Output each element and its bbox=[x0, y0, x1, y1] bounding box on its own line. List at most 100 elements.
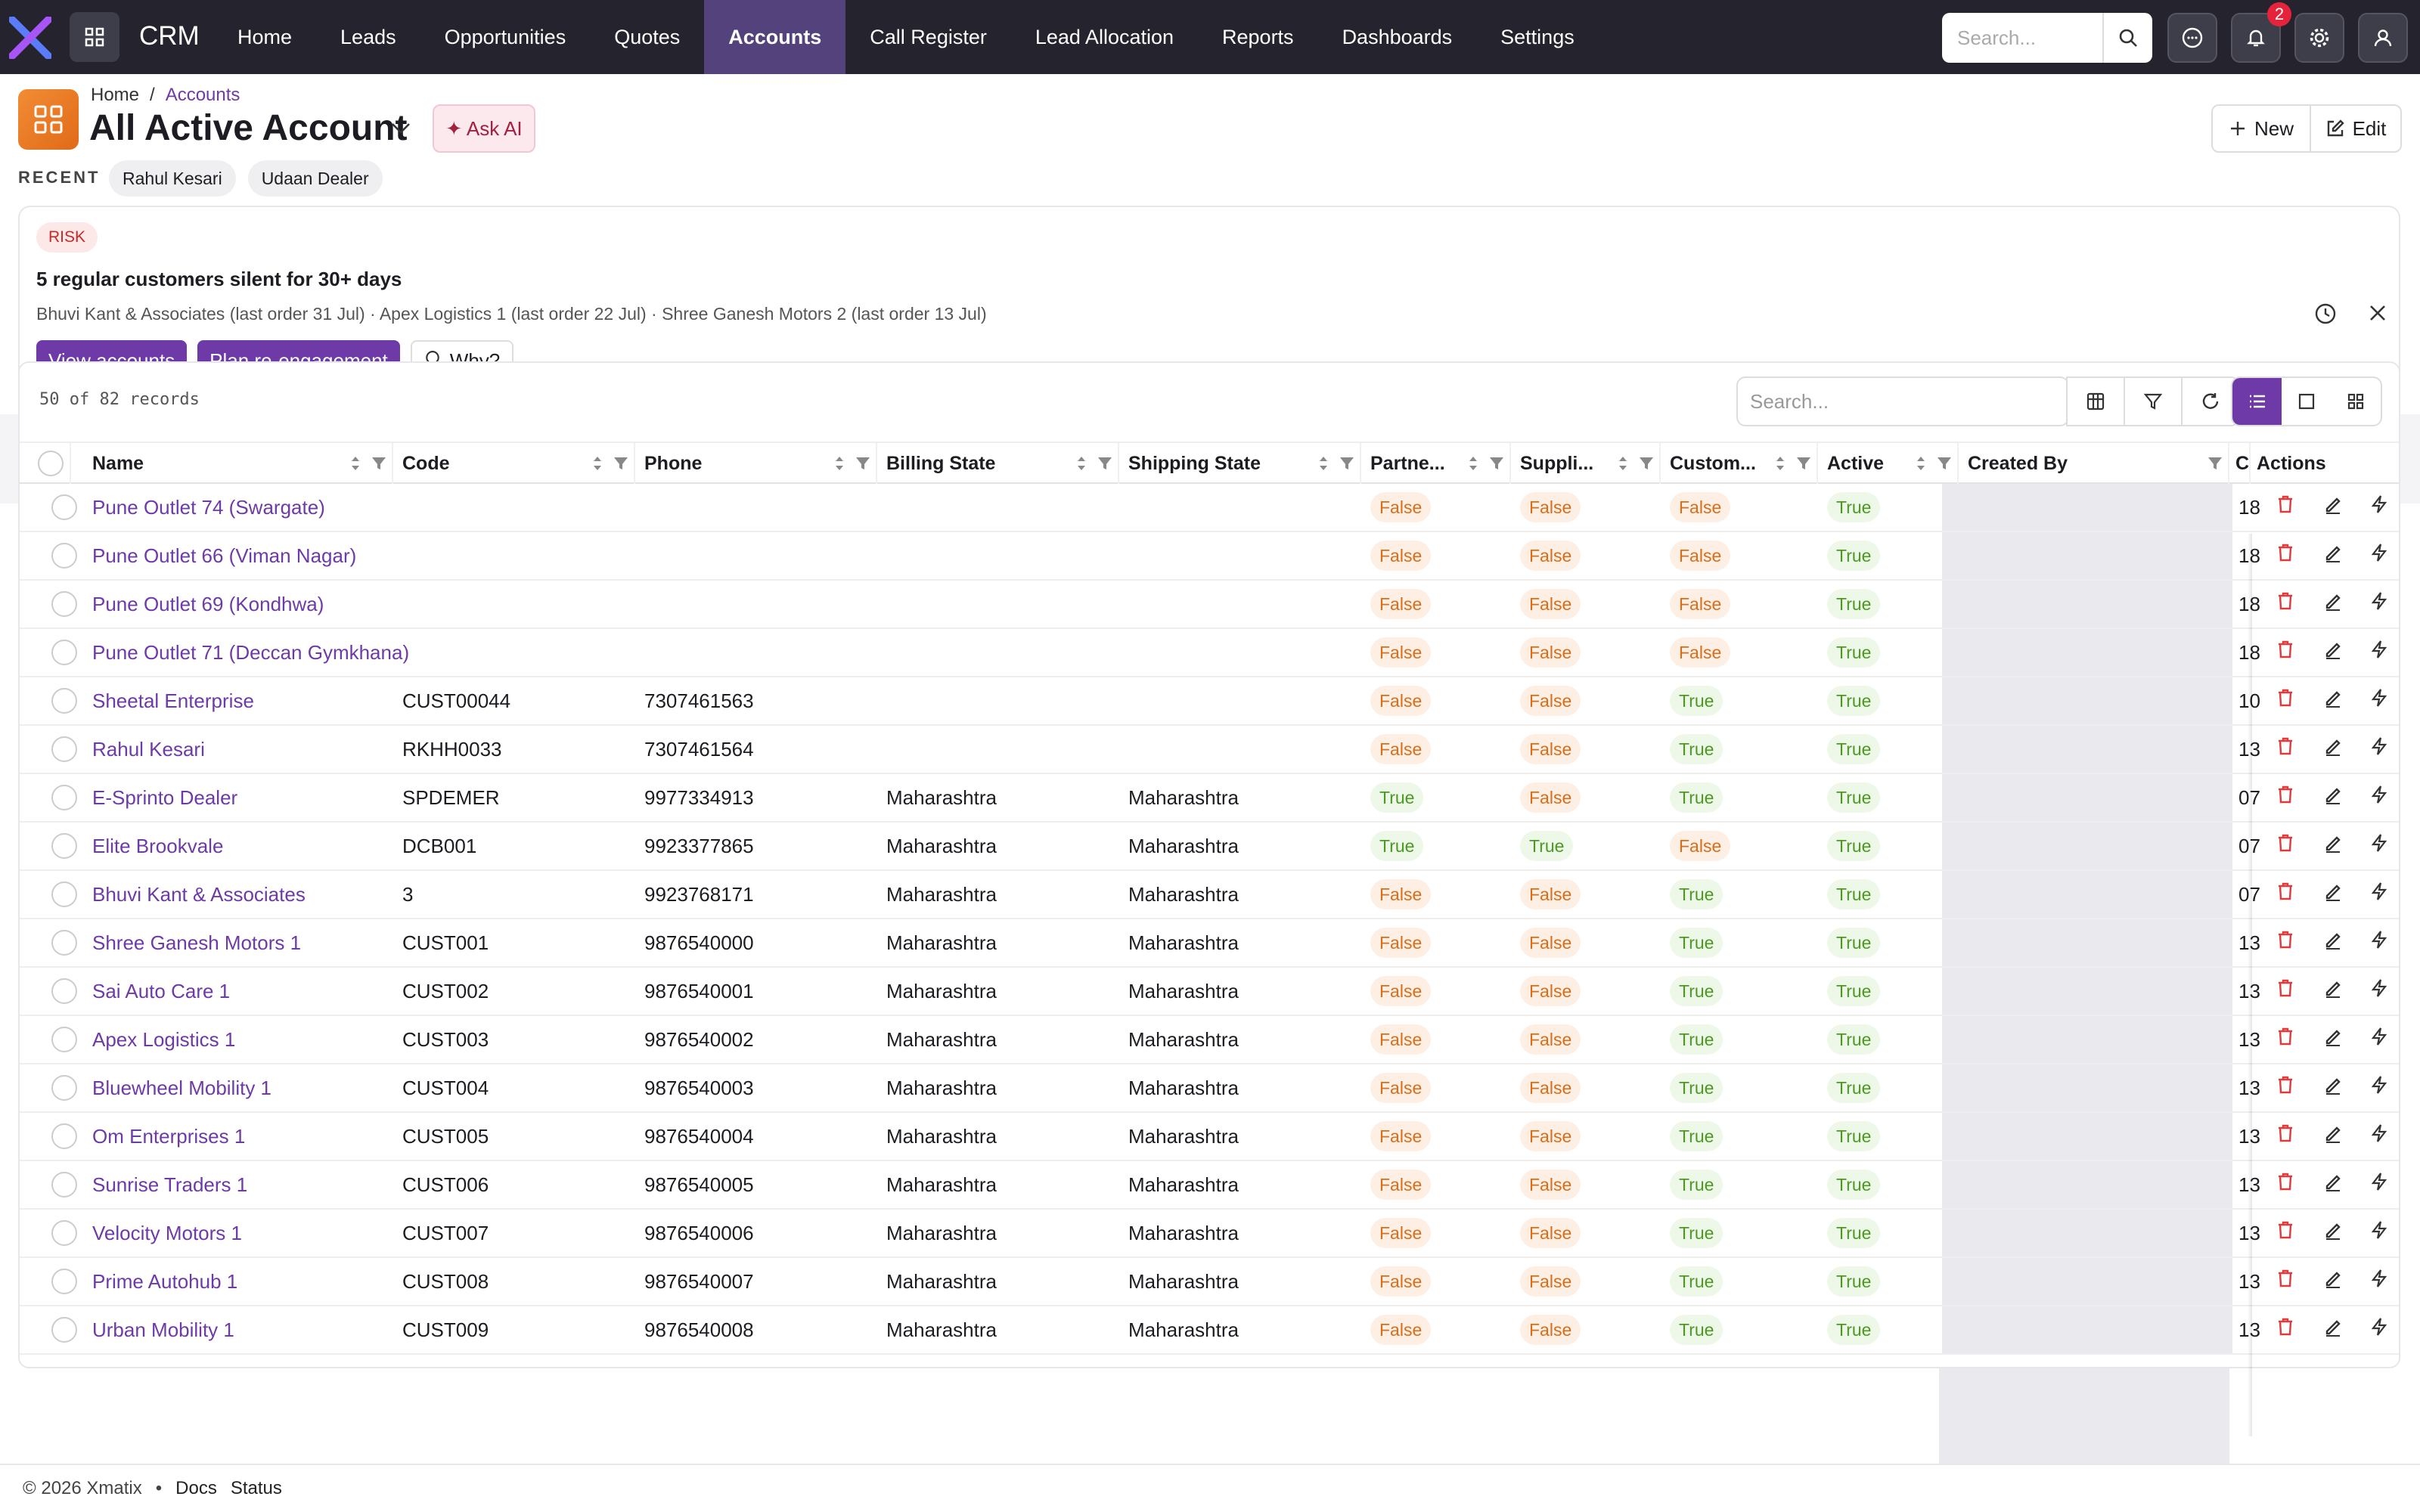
delete-icon[interactable] bbox=[2276, 1075, 2294, 1095]
profile-button[interactable] bbox=[2358, 13, 2408, 63]
name-cell[interactable]: Velocity Motors 1 bbox=[92, 1221, 242, 1244]
edit-icon[interactable] bbox=[2323, 640, 2343, 659]
lightning-icon[interactable] bbox=[2370, 591, 2388, 611]
lightning-icon[interactable] bbox=[2370, 1027, 2388, 1046]
filter-icon[interactable] bbox=[1795, 455, 1812, 472]
name-cell[interactable]: Sheetal Enterprise bbox=[92, 689, 254, 712]
name-cell[interactable]: Pune Outlet 74 (Swargate) bbox=[92, 495, 325, 519]
name-cell[interactable]: E-Sprinto Dealer bbox=[92, 785, 238, 809]
table-row[interactable]: Elite Brookvale DCB001 9923377865 Maharasht… bbox=[20, 823, 2399, 871]
col-code[interactable]: Code bbox=[395, 443, 635, 484]
sort-icon[interactable] bbox=[1915, 454, 1927, 473]
edit-icon[interactable] bbox=[2323, 736, 2343, 756]
sort-icon[interactable] bbox=[1467, 454, 1479, 473]
delete-icon[interactable] bbox=[2276, 543, 2294, 562]
nav-lead-allocation[interactable]: Lead Allocation bbox=[1035, 25, 1174, 48]
edit-icon[interactable] bbox=[2323, 688, 2343, 708]
row-checkbox[interactable] bbox=[51, 543, 77, 569]
card-view-button[interactable] bbox=[2282, 378, 2331, 425]
edit-icon[interactable] bbox=[2323, 494, 2343, 514]
row-checkbox[interactable] bbox=[51, 930, 77, 956]
row-checkbox[interactable] bbox=[51, 688, 77, 714]
new-button[interactable]: New bbox=[2213, 106, 2311, 151]
filter-icon[interactable] bbox=[613, 455, 629, 472]
nav-call-register[interactable]: Call Register bbox=[870, 25, 987, 48]
lightning-icon[interactable] bbox=[2370, 640, 2388, 659]
sort-icon[interactable] bbox=[1317, 454, 1329, 473]
delete-icon[interactable] bbox=[2276, 494, 2294, 514]
lightning-icon[interactable] bbox=[2370, 494, 2388, 514]
delete-icon[interactable] bbox=[2276, 1317, 2294, 1337]
edit-icon[interactable] bbox=[2323, 833, 2343, 853]
sort-icon[interactable] bbox=[349, 454, 361, 473]
nav-opportunities[interactable]: Opportunities bbox=[444, 25, 566, 48]
lightning-icon[interactable] bbox=[2370, 881, 2388, 901]
sort-icon[interactable] bbox=[1617, 454, 1629, 473]
name-cell[interactable]: Bluewheel Mobility 1 bbox=[92, 1076, 272, 1099]
nav-quotes[interactable]: Quotes bbox=[614, 25, 681, 48]
table-row[interactable]: Apex Logistics 1 CUST003 9876540002 Maharas… bbox=[20, 1016, 2399, 1064]
filter-icon[interactable] bbox=[2207, 455, 2223, 472]
breadcrumb-accounts[interactable]: Accounts bbox=[165, 85, 240, 105]
delete-icon[interactable] bbox=[2276, 591, 2294, 611]
lightning-icon[interactable] bbox=[2370, 833, 2388, 853]
row-checkbox[interactable] bbox=[51, 978, 77, 1004]
lightning-icon[interactable] bbox=[2370, 1220, 2388, 1240]
name-cell[interactable]: Om Enterprises 1 bbox=[92, 1124, 246, 1148]
name-cell[interactable]: Pune Outlet 71 (Deccan Gymkhana) bbox=[92, 640, 410, 664]
col-partner[interactable]: Partne... bbox=[1363, 443, 1511, 484]
edit-icon[interactable] bbox=[2323, 785, 2343, 804]
col-active[interactable]: Active bbox=[1820, 443, 1959, 484]
grid-view-button[interactable] bbox=[2332, 378, 2381, 425]
delete-icon[interactable] bbox=[2276, 881, 2294, 901]
filter-icon[interactable] bbox=[1638, 455, 1655, 472]
row-checkbox[interactable] bbox=[51, 591, 77, 617]
table-row[interactable]: E-Sprinto Dealer SPDEMER 9977334913 Maharas… bbox=[20, 774, 2399, 823]
col-phone[interactable]: Phone bbox=[637, 443, 877, 484]
global-search-button[interactable] bbox=[2102, 13, 2152, 63]
lightning-icon[interactable] bbox=[2370, 1317, 2388, 1337]
edit-icon[interactable] bbox=[2323, 881, 2343, 901]
dismiss-close-icon[interactable] bbox=[2367, 302, 2388, 324]
nav-leads[interactable]: Leads bbox=[340, 25, 396, 48]
refresh-button[interactable] bbox=[2181, 378, 2238, 425]
filter-icon[interactable] bbox=[1097, 455, 1113, 472]
name-cell[interactable]: Urban Mobility 1 bbox=[92, 1318, 234, 1341]
recent-chip[interactable]: Udaan Dealer bbox=[247, 160, 383, 197]
settings-button[interactable] bbox=[2294, 13, 2344, 63]
footer-status-link[interactable]: Status bbox=[230, 1478, 282, 1498]
row-checkbox[interactable] bbox=[51, 1220, 77, 1246]
row-checkbox[interactable] bbox=[51, 1075, 77, 1101]
delete-icon[interactable] bbox=[2276, 978, 2294, 998]
filter-icon[interactable] bbox=[1339, 455, 1355, 472]
filter-button[interactable] bbox=[2124, 378, 2181, 425]
lightning-icon[interactable] bbox=[2370, 1269, 2388, 1288]
lightning-icon[interactable] bbox=[2370, 1172, 2388, 1191]
recent-chip[interactable]: Rahul Kesari bbox=[109, 160, 236, 197]
notifications-button[interactable]: 2 bbox=[2231, 2, 2291, 63]
edit-icon[interactable] bbox=[2323, 1123, 2343, 1143]
row-checkbox[interactable] bbox=[51, 1027, 77, 1052]
edit-icon[interactable] bbox=[2323, 930, 2343, 950]
delete-icon[interactable] bbox=[2276, 1172, 2294, 1191]
row-checkbox[interactable] bbox=[51, 785, 77, 810]
global-search-input[interactable] bbox=[1942, 13, 2102, 63]
name-cell[interactable]: Pune Outlet 66 (Viman Nagar) bbox=[92, 544, 357, 567]
delete-icon[interactable] bbox=[2276, 1269, 2294, 1288]
table-row[interactable]: Rahul Kesari RKHH0033 7307461564 False False… bbox=[20, 726, 2399, 774]
row-checkbox[interactable] bbox=[51, 833, 77, 859]
delete-icon[interactable] bbox=[2276, 736, 2294, 756]
filter-icon[interactable] bbox=[1936, 455, 1953, 472]
edit-icon[interactable] bbox=[2323, 1172, 2343, 1191]
table-row[interactable]: Sai Auto Care 1 CUST002 9876540001 Maharash… bbox=[20, 968, 2399, 1016]
row-checkbox[interactable] bbox=[51, 1269, 77, 1294]
table-row[interactable]: Urban Mobility 1 CUST009 9876540008 Maharas… bbox=[20, 1306, 2399, 1355]
edit-icon[interactable] bbox=[2323, 1027, 2343, 1046]
col-customer[interactable]: Custom... bbox=[1662, 443, 1818, 484]
edit-icon[interactable] bbox=[2323, 1075, 2343, 1095]
select-all-checkbox[interactable] bbox=[38, 451, 64, 476]
table-row[interactable]: Pune Outlet 71 (Deccan Gymkhana) False Fal… bbox=[20, 629, 2399, 677]
edit-icon[interactable] bbox=[2323, 591, 2343, 611]
table-row[interactable]: Pune Outlet 66 (Viman Nagar) False False Fa… bbox=[20, 532, 2399, 581]
table-row[interactable]: Pune Outlet 74 (Swargate) False False False… bbox=[20, 484, 2399, 532]
